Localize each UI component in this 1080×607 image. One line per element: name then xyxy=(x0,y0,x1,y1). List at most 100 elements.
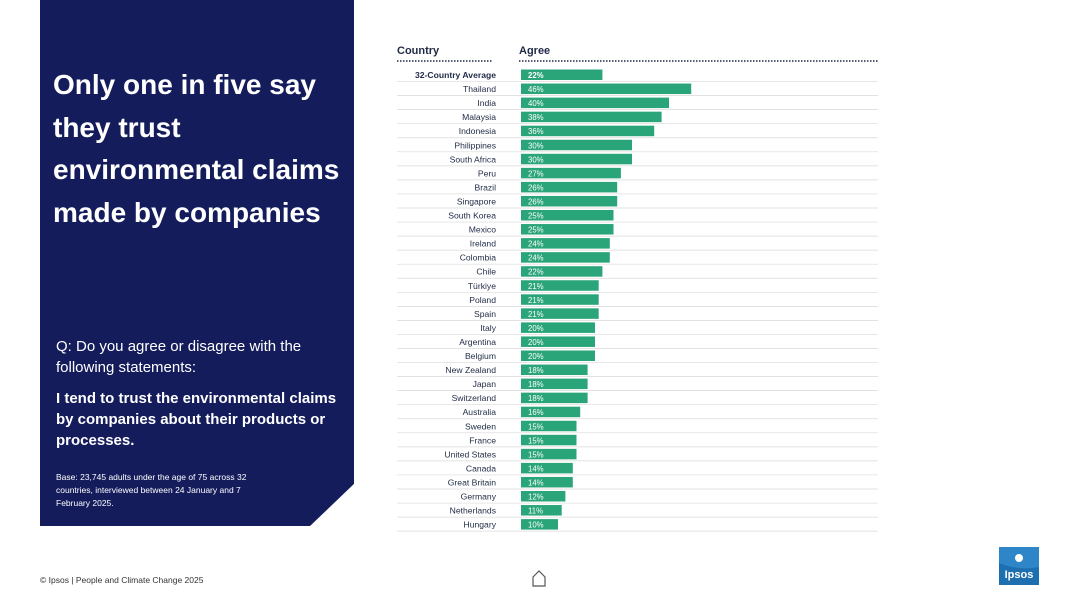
value-label: 24% xyxy=(528,240,544,249)
bar xyxy=(521,266,603,277)
bar xyxy=(521,69,603,80)
bar xyxy=(521,111,662,123)
statement-text: I tend to trust the environmental claims… xyxy=(56,390,337,449)
value-label: 25% xyxy=(528,226,544,235)
bar xyxy=(521,476,573,488)
country-label: Singapore xyxy=(457,196,496,206)
value-label: 15% xyxy=(528,422,544,431)
country-label: Germany xyxy=(461,492,497,502)
bar xyxy=(521,336,595,347)
value-label: 18% xyxy=(528,366,544,375)
value-label: 25% xyxy=(528,212,544,221)
country-label: Brazil xyxy=(475,182,497,192)
country-label: Netherlands xyxy=(450,506,496,516)
country-label: Sweden xyxy=(465,421,496,431)
value-label: 30% xyxy=(528,141,544,150)
country-label: Colombia xyxy=(460,253,497,263)
bar xyxy=(521,224,614,235)
country-label: Chile xyxy=(476,267,496,277)
value-label: 20% xyxy=(528,324,544,333)
country-label: Thailand xyxy=(463,84,496,94)
ipsos-logo: Ipsos xyxy=(999,547,1039,585)
country-label: Ireland xyxy=(470,239,496,249)
country-label: Belgium xyxy=(465,351,496,361)
value-label: 15% xyxy=(528,436,544,445)
country-label: Hungary xyxy=(464,520,497,530)
country-label: Philippines xyxy=(454,140,496,150)
value-label: 30% xyxy=(528,155,544,164)
value-label: 11% xyxy=(528,507,543,516)
bar xyxy=(521,97,669,109)
country-label: Japan xyxy=(473,379,497,389)
home-icon[interactable] xyxy=(531,569,547,587)
value-label: 12% xyxy=(528,493,544,502)
bar xyxy=(521,322,595,333)
bar xyxy=(521,195,618,207)
bar xyxy=(521,167,621,179)
footer-copyright: © Ipsos | People and Climate Change 2025 xyxy=(40,575,204,585)
bar xyxy=(521,462,573,474)
question-text: Q: Do you agree or disagree with the fol… xyxy=(56,338,302,376)
title-panel xyxy=(40,0,354,526)
bar xyxy=(521,420,577,432)
bar xyxy=(521,125,655,137)
country-label: France xyxy=(469,435,496,445)
bar xyxy=(521,294,599,305)
value-label: 46% xyxy=(528,85,544,94)
country-label: Indonesia xyxy=(459,126,496,136)
value-label: 10% xyxy=(528,521,544,530)
bar xyxy=(521,210,614,221)
country-label: Australia xyxy=(463,407,497,417)
column-header-agree: Agree xyxy=(519,45,550,57)
country-label: Poland xyxy=(469,295,496,305)
value-label: 14% xyxy=(528,464,544,473)
logo-text: Ipsos xyxy=(1005,569,1034,581)
country-label: Italy xyxy=(480,323,496,333)
value-label: 40% xyxy=(528,99,544,108)
country-label: South Africa xyxy=(450,154,497,164)
bar xyxy=(521,448,577,460)
value-label: 18% xyxy=(528,380,544,389)
country-label: Switzerland xyxy=(452,393,497,403)
country-label: Canada xyxy=(466,463,496,473)
value-label: 21% xyxy=(528,282,544,291)
country-label: Argentina xyxy=(459,337,496,347)
bar xyxy=(521,364,588,376)
country-label: Malaysia xyxy=(462,112,496,122)
bar xyxy=(521,434,577,446)
country-label: New Zealand xyxy=(445,365,496,375)
country-label: Peru xyxy=(478,168,496,178)
column-header-country: Country xyxy=(397,45,440,57)
country-label: 32-Country Average xyxy=(415,70,496,80)
base-note: Base: 23,745 adults under the age of 75 … xyxy=(56,472,247,508)
country-label: Mexico xyxy=(469,225,496,235)
value-label: 22% xyxy=(528,268,544,277)
bar xyxy=(521,153,632,165)
bar xyxy=(521,139,632,151)
bar xyxy=(521,491,566,502)
country-label: Great Britain xyxy=(448,477,496,487)
bar xyxy=(521,252,610,263)
bar xyxy=(521,392,588,404)
value-label: 21% xyxy=(528,296,544,305)
bar xyxy=(521,280,599,291)
value-label: 24% xyxy=(528,254,544,263)
bar xyxy=(521,505,562,516)
country-label: Türkiye xyxy=(468,281,496,291)
country-label: United States xyxy=(444,449,496,459)
value-label: 26% xyxy=(528,197,544,206)
value-label: 22% xyxy=(528,71,544,80)
bar xyxy=(521,406,581,418)
bar xyxy=(521,181,618,193)
value-label: 15% xyxy=(528,450,544,459)
bar xyxy=(521,238,610,249)
value-label: 18% xyxy=(528,394,544,403)
bar-chart: Country Agree 32-Country Average 22% Thailan… xyxy=(397,45,878,532)
bar xyxy=(521,378,588,390)
value-label: 26% xyxy=(528,183,544,192)
bar xyxy=(521,308,599,319)
value-label: 21% xyxy=(528,310,544,319)
value-label: 36% xyxy=(528,127,544,136)
value-label: 20% xyxy=(528,338,544,347)
country-label: Spain xyxy=(474,309,496,319)
